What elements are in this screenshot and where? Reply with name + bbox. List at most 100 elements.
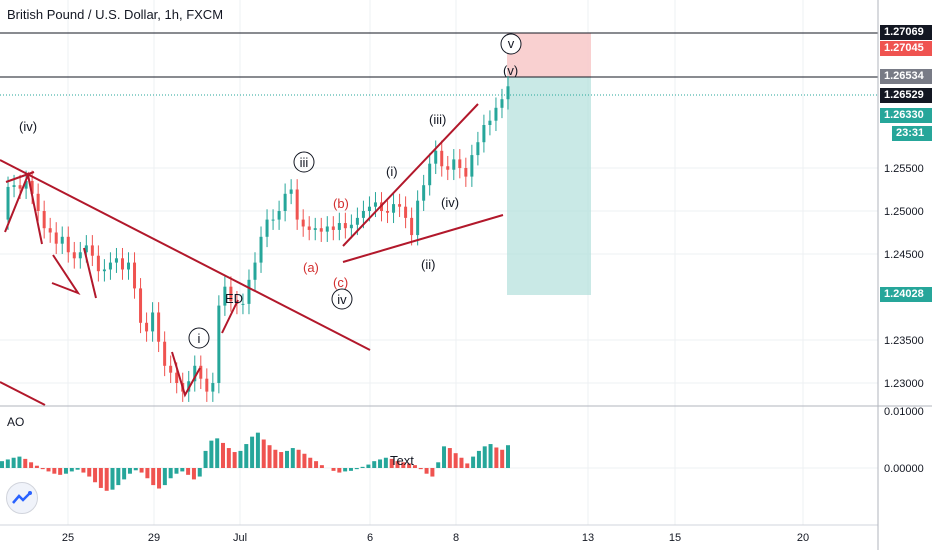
- wave-label-ed[interactable]: ED: [225, 291, 243, 306]
- candle-body: [30, 180, 34, 194]
- candle-body: [48, 228, 52, 233]
- take-profit-zone[interactable]: [507, 77, 591, 295]
- pattern-line-left-2[interactable]: [5, 171, 35, 183]
- candle-body: [163, 341, 167, 366]
- candle-body: [482, 125, 486, 143]
- wave-label-ii-paren[interactable]: (ii): [421, 257, 435, 272]
- time-tick: 8: [453, 532, 459, 544]
- candle-body: [452, 159, 456, 170]
- candle-body: [265, 219, 269, 237]
- price-tick: 1.23000: [884, 378, 924, 390]
- symbol-title[interactable]: British Pound / U.S. Dollar, 1h, FXCM: [7, 7, 224, 22]
- candle-body: [295, 189, 299, 220]
- candle-body: [392, 204, 396, 213]
- candle-body: [289, 189, 293, 194]
- candle-body: [175, 372, 179, 383]
- trendline-lower-left[interactable]: [0, 381, 46, 406]
- candle-body: [398, 204, 402, 207]
- candle-body: [470, 155, 474, 177]
- candle-body: [343, 223, 347, 229]
- candle-body: [271, 219, 275, 221]
- wave-label-i-circled[interactable]: i: [198, 331, 201, 346]
- wave-label-iv-circled[interactable]: iv: [337, 292, 347, 307]
- trendline-wedge-lower[interactable]: [342, 214, 504, 263]
- candle-body: [199, 365, 203, 379]
- wave-label-iii-paren[interactable]: (iii): [429, 112, 446, 127]
- candle-body: [440, 150, 444, 167]
- candle-body: [169, 365, 173, 373]
- candle-body: [259, 236, 263, 263]
- price-tag-current[interactable]: 1.26330: [880, 108, 932, 123]
- trendline-main-down[interactable]: [0, 159, 371, 351]
- ao-indicator-label[interactable]: AO: [7, 415, 25, 429]
- candle-body: [6, 186, 10, 220]
- tradingview-logo-icon[interactable]: [6, 482, 38, 514]
- pattern-lines-mid[interactable]: [51, 254, 81, 296]
- candle-body: [410, 217, 414, 236]
- price-tick: 1.23500: [884, 335, 924, 347]
- candle-body: [241, 303, 245, 305]
- candle-body: [422, 185, 426, 201]
- price-tag-last-high[interactable]: 1.26529: [880, 88, 932, 103]
- candle-body: [373, 202, 377, 207]
- candle-body: [307, 226, 311, 230]
- candle-body: [139, 288, 143, 323]
- wave-label-i-paren[interactable]: (i): [386, 164, 398, 179]
- price-tag-stop-loss[interactable]: 1.27045: [880, 41, 932, 56]
- candle-body: [428, 163, 432, 186]
- candle-body: [355, 217, 359, 225]
- price-tag-take-profit[interactable]: 1.24028: [880, 287, 932, 302]
- candle-body: [319, 228, 323, 232]
- candle-body: [313, 228, 317, 230]
- bar-countdown: 23:31: [892, 126, 932, 141]
- candle-body: [253, 262, 257, 280]
- candle-body: [211, 383, 215, 392]
- candle-body: [145, 322, 149, 332]
- candle-body: [90, 245, 94, 256]
- wave-label-v-circled[interactable]: v: [508, 36, 515, 51]
- price-tag-top-level[interactable]: 1.27069: [880, 25, 932, 40]
- candle-body: [476, 142, 480, 156]
- candle-body: [337, 223, 341, 230]
- wave-label-b-red[interactable]: (b): [333, 196, 349, 211]
- candle-body: [193, 365, 197, 382]
- candle-body: [458, 159, 462, 168]
- time-tick: Jul: [233, 532, 247, 544]
- candle-body: [446, 166, 450, 170]
- candle-body: [386, 211, 390, 213]
- time-tick: 6: [367, 532, 373, 544]
- candle-body: [12, 185, 16, 187]
- candle-body: [114, 258, 118, 263]
- candle-body: [78, 252, 82, 259]
- price-tag-entry[interactable]: 1.26534: [880, 69, 932, 84]
- candle-body: [506, 86, 510, 100]
- wave-label-a-red[interactable]: (a): [303, 260, 319, 275]
- text-annotation[interactable]: Text: [390, 453, 414, 468]
- wave-label-v-paren[interactable]: (v): [503, 63, 518, 78]
- ao-tick: 0.01000: [884, 406, 924, 418]
- candle-body: [151, 312, 155, 332]
- wave-label-iv-paren-right[interactable]: (iv): [441, 195, 459, 210]
- candle-body: [223, 286, 227, 306]
- wave-label-iii-circled[interactable]: iii: [300, 155, 309, 170]
- pattern-lines-ed-2[interactable]: [221, 299, 239, 334]
- price-tick: 1.24500: [884, 249, 924, 261]
- stop-loss-zone[interactable]: [507, 33, 591, 77]
- candle-body: [120, 258, 124, 270]
- candle-body: [277, 211, 281, 220]
- candle-body: [349, 224, 353, 229]
- wave-label-c-red[interactable]: (c): [333, 275, 348, 290]
- candle-body: [102, 269, 106, 272]
- candle-body: [464, 168, 468, 177]
- time-tick: 20: [797, 532, 809, 544]
- candle-body: [127, 262, 130, 270]
- wave-label-iv-paren-left[interactable]: (iv): [19, 119, 37, 134]
- trendline-wedge-upper[interactable]: [342, 103, 479, 247]
- candle-body: [24, 180, 28, 189]
- candle-body: [60, 236, 64, 244]
- candle-body: [217, 305, 221, 383]
- candle-body: [488, 120, 492, 125]
- pattern-lines-ed[interactable]: [171, 351, 201, 398]
- pattern-lines-mid-2[interactable]: [83, 247, 97, 299]
